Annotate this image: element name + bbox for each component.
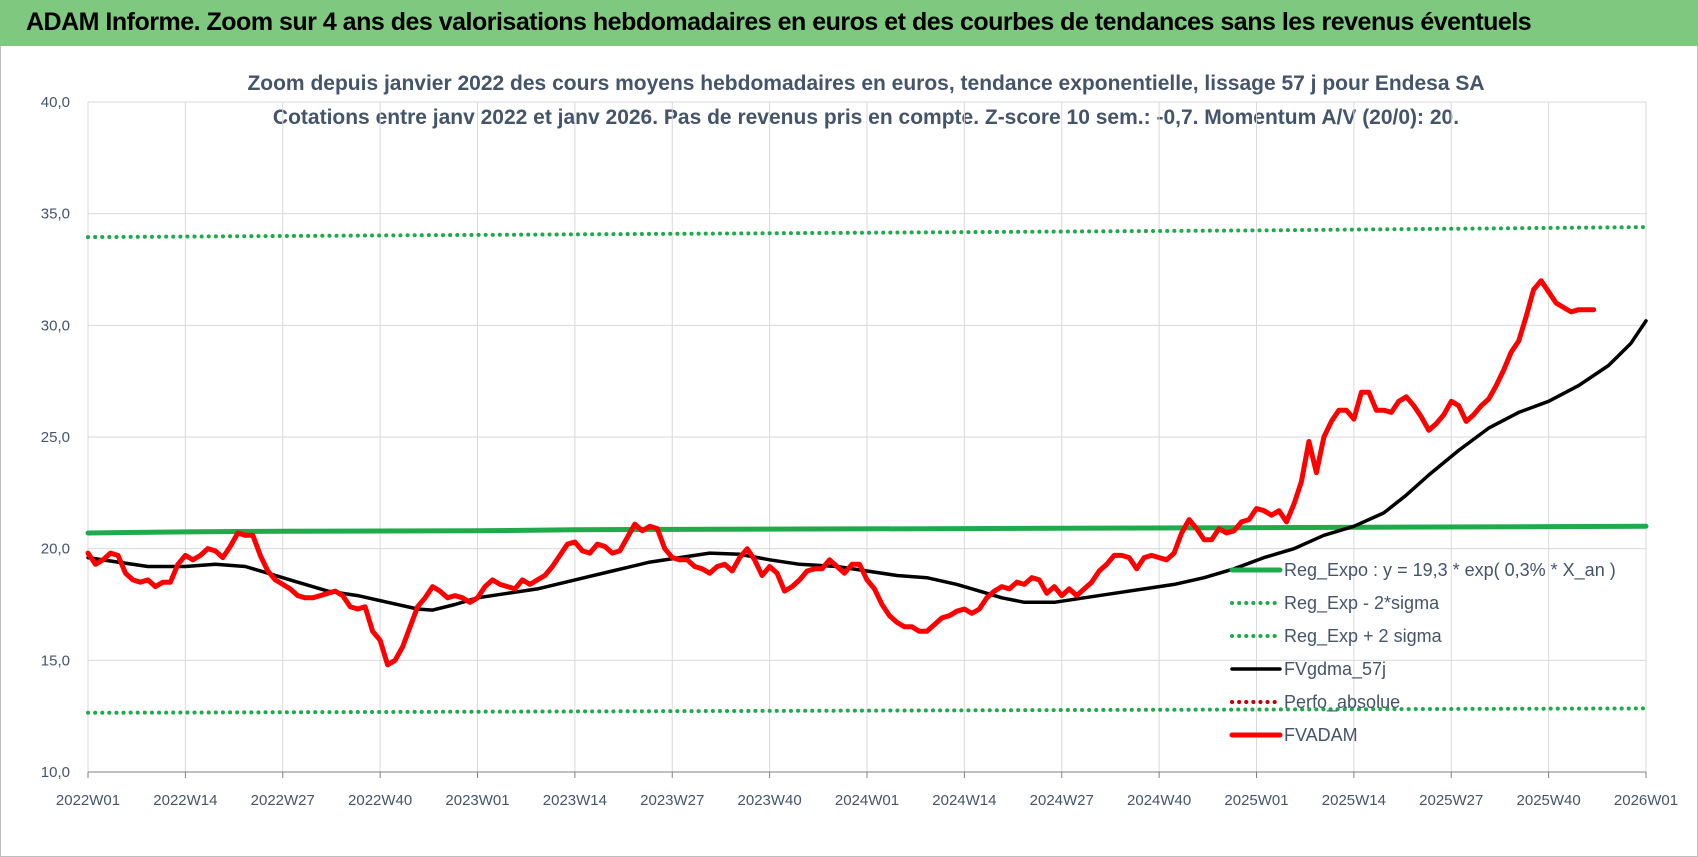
series-lines bbox=[85, 225, 1649, 715]
report-title: ADAM Informe. Zoom sur 4 ans des valoris… bbox=[26, 8, 1532, 36]
x-tick-label: 2022W40 bbox=[348, 792, 412, 809]
y-tick-label: 10,0 bbox=[41, 764, 70, 781]
x-axis-ticks: 2022W01 2022W14 2022W27 2022W40 2023W01 2023W… bbox=[56, 772, 1678, 809]
series-line-reg-expo-y-19-3-exp-0-3-x-an bbox=[85, 523, 1649, 536]
x-tick-label: 2025W01 bbox=[1224, 792, 1288, 809]
report-banner: ADAM Informe. Zoom sur 4 ans des valoris… bbox=[0, 0, 1698, 46]
legend-label: Perfo_absolue bbox=[1284, 692, 1400, 713]
y-axis-ticks: 10,0 15,0 20,0 25,0 30,0 35,0 40,0 bbox=[41, 94, 70, 781]
x-tick-label: 2024W14 bbox=[932, 792, 996, 809]
x-tick-label: 2022W01 bbox=[56, 792, 120, 809]
x-tick-label: 2023W01 bbox=[445, 792, 509, 809]
legend: Reg_Expo : y = 19,3 * exp( 0,3% * X_an )… bbox=[1229, 560, 1616, 745]
x-tick-label: 2025W40 bbox=[1517, 792, 1581, 809]
y-tick-label: 30,0 bbox=[41, 317, 70, 334]
y-tick-label: 15,0 bbox=[41, 652, 70, 669]
y-tick-label: 40,0 bbox=[41, 94, 70, 111]
y-tick-label: 25,0 bbox=[41, 429, 70, 446]
legend-label: Reg_Exp + 2 sigma bbox=[1284, 626, 1443, 647]
series-line-fvadam bbox=[85, 278, 1597, 668]
x-tick-label: 2024W27 bbox=[1030, 792, 1094, 809]
x-tick-label: 2022W14 bbox=[153, 792, 217, 809]
x-tick-label: 2023W27 bbox=[640, 792, 704, 809]
chart-subtitle-line-1: Zoom depuis janvier 2022 des cours moyen… bbox=[247, 72, 1484, 95]
x-tick-label: 2026W01 bbox=[1614, 792, 1678, 809]
y-tick-label: 35,0 bbox=[41, 206, 70, 223]
x-tick-label: 2025W14 bbox=[1322, 792, 1386, 809]
x-tick-label: 2025W27 bbox=[1419, 792, 1483, 809]
legend-label: Reg_Exp - 2*sigma bbox=[1284, 593, 1440, 614]
x-tick-label: 2023W14 bbox=[543, 792, 607, 809]
legend-label: Reg_Expo : y = 19,3 * exp( 0,3% * X_an ) bbox=[1284, 560, 1616, 581]
legend-label: FVADAM bbox=[1284, 725, 1358, 745]
chart-subtitle-line-2: Cotations entre janv 2022 et janv 2026. … bbox=[273, 106, 1459, 129]
x-tick-label: 2023W40 bbox=[738, 792, 802, 809]
gridlines bbox=[87, 101, 1647, 773]
series-line-reg-exp-2-sigma bbox=[86, 706, 1648, 715]
legend-label: FVgdma_57j bbox=[1284, 659, 1386, 680]
y-tick-label: 20,0 bbox=[41, 541, 70, 558]
x-tick-label: 2022W27 bbox=[251, 792, 315, 809]
x-tick-label: 2024W01 bbox=[835, 792, 899, 809]
series-line-reg-exp-2-sigma bbox=[86, 225, 1648, 240]
x-tick-label: 2024W40 bbox=[1127, 792, 1191, 809]
series-line-fvgdma-57j bbox=[86, 319, 1648, 612]
